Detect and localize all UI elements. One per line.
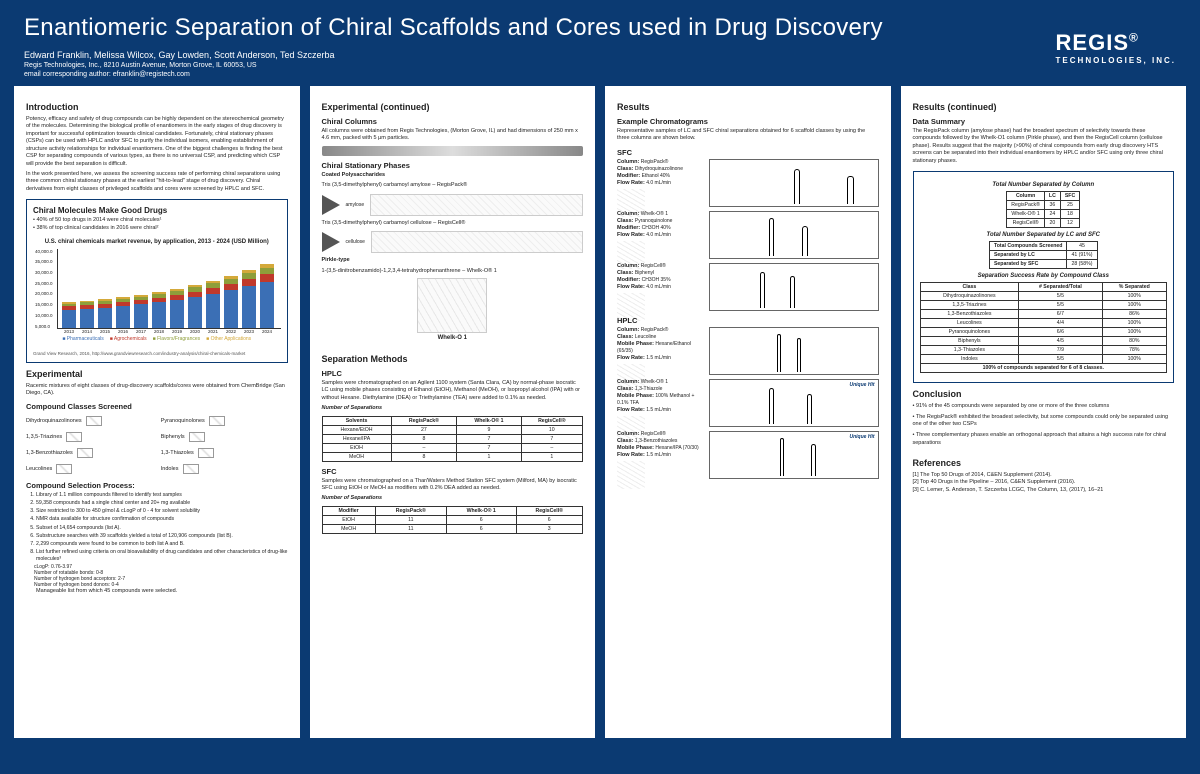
column-1: Introduction Potency, efficacy and safet…	[14, 86, 300, 738]
pirkle-heading: Pirkle-type	[322, 257, 584, 264]
csp2-label: Tris (3,5-dimethylphenyl) carbamoyl cell…	[322, 220, 584, 227]
coated-heading: Coated Polysaccharides	[322, 172, 584, 179]
market-box: Chiral Molecules Make Good Drugs 40% of …	[26, 199, 288, 362]
whelk-structure: Whelk-O 1	[322, 278, 584, 348]
content-area: Introduction Potency, efficacy and safet…	[0, 86, 1200, 752]
selection-end: Manageable list from which 45 compounds …	[26, 588, 288, 595]
t3-title: Separation Success Rate by Compound Clas…	[920, 273, 1168, 279]
t1-title: Total Number Separated by Column	[920, 182, 1168, 188]
intro-p1: Potency, efficacy and safety of drug com…	[26, 116, 288, 168]
references-heading: References	[913, 458, 1175, 468]
sep-methods-heading: Separation Methods	[322, 354, 584, 364]
chiral-columns-p: All columns were obtained from Regis Tec…	[322, 128, 584, 143]
selection-list: Library of 1.1 million compounds filtere…	[26, 492, 288, 562]
csp1-structure: amylose	[322, 193, 584, 217]
selection-sublist: cLogP: 0.76-3.97Number of rotatable bond…	[26, 564, 288, 588]
exp-p1: Racemic mixtures of eight classes of dru…	[26, 383, 288, 398]
csp-heading: Chiral Stationary Phases	[322, 161, 584, 170]
intro-p2: In the work presented here, we assess th…	[26, 171, 288, 193]
data-summary-h: Data Summary	[913, 117, 1175, 126]
column-2: Experimental (continued) Chiral Columns …	[310, 86, 596, 738]
sfc-separations-table: ModifierRegisPack®Whelk-O® 1RegisCell®Et…	[322, 506, 584, 534]
separated-by-lc-sfc-table: Total Compounds Screened45Separated by L…	[989, 241, 1098, 269]
hplc-separations-table: SolventsRegisPack®Whelk-O® 1RegisCell®He…	[322, 416, 584, 462]
results-heading: Results	[617, 102, 879, 112]
market-citation: Grand View Research, 2016, http://www.gr…	[33, 351, 281, 356]
csp2-structure: cellulose	[322, 230, 584, 254]
market-box-title: Chiral Molecules Make Good Drugs	[33, 206, 281, 215]
sfc-chromatograms: Column: RegisPack®Class: Dihydroquinazol…	[617, 159, 879, 311]
selection-heading: Compound Selection Process:	[26, 481, 288, 490]
chart-y-labels: 5,000.010,000.015,000.020,000.025,000.03…	[35, 249, 53, 329]
affiliation: Regis Technologies, Inc., 8210 Austin Av…	[24, 62, 1176, 69]
conclusion-heading: Conclusion	[913, 389, 1175, 399]
separated-by-column-table: ColumnLCSFCRegisPack®3625Whelk-O® 12418R…	[1006, 191, 1080, 228]
column-4: Results (continued) Data Summary The Reg…	[901, 86, 1187, 738]
hplc-heading: HPLC	[322, 369, 584, 378]
results-sfc-h: SFC	[617, 148, 879, 157]
compound-classes: DihydroquinazolinonesPyranoquinolones1,3…	[26, 414, 288, 476]
regis-logo: REGIS® TECHNOLOGIES, INC.	[1056, 30, 1176, 65]
csp1-label: Tris (3,5-dimethylphenyl) carbamoyl amyl…	[322, 182, 584, 189]
references-list: [1] The Top 50 Drugs of 2014, C&EN Suppl…	[913, 472, 1175, 495]
header: Enantiomeric Separation of Chiral Scaffo…	[0, 0, 1200, 86]
poster-title: Enantiomeric Separation of Chiral Scaffo…	[24, 14, 1176, 42]
success-rate-table: Class# Separated/Total% SeparatedDihydro…	[920, 282, 1168, 373]
summary-tables-box: Total Number Separated by Column ColumnL…	[913, 171, 1175, 383]
t2-title: Total Number Separated by LC and SFC	[920, 232, 1168, 238]
conclusion-list: 91% of the 45 compounds were separated b…	[913, 403, 1175, 447]
nsep-h1: Number of Separations	[322, 405, 584, 412]
results-cont-heading: Results (continued)	[913, 102, 1175, 112]
authors: Edward Franklin, Melissa Wilcox, Gay Low…	[24, 50, 1176, 60]
chart-bars	[57, 249, 281, 329]
sfc-p: Samples were chromatographed on a Thar/W…	[322, 478, 584, 493]
exp-cont-heading: Experimental (continued)	[322, 102, 584, 112]
column-3: Results Example Chromatograms Representa…	[605, 86, 891, 738]
hplc-chromatograms: Column: RegisPack®Class: LeucolineMobile…	[617, 327, 879, 479]
chart-legend: PharmaceuticalsAgrochemicalsFlavors/Frag…	[33, 336, 281, 342]
nsep-h2: Number of Separations	[322, 495, 584, 502]
market-bullets: 40% of 50 top drugs in 2014 were chiral …	[33, 217, 281, 232]
experimental-heading: Experimental	[26, 369, 288, 379]
data-summary-p: The RegisPack column (amylose phase) had…	[913, 128, 1175, 165]
example-chrom-h: Example Chromatograms	[617, 117, 879, 126]
corresponding-email: email corresponding author: efranklin@re…	[24, 71, 1176, 78]
classes-heading: Compound Classes Screened	[26, 402, 288, 411]
poster: Enantiomeric Separation of Chiral Scaffo…	[0, 0, 1200, 774]
hplc-p: Samples were chromatographed on an Agile…	[322, 380, 584, 402]
intro-heading: Introduction	[26, 102, 288, 112]
results-hplc-h: HPLC	[617, 316, 879, 325]
column-photo	[322, 146, 584, 156]
chiral-columns-h: Chiral Columns	[322, 117, 584, 126]
market-chart: U.S. chiral chemicals market revenue, by…	[33, 239, 281, 349]
example-chrom-p: Representative samples of LC and SFC chi…	[617, 128, 879, 143]
csp3-label: 1-(3,5-dinitrobenzamido)-1,2,3,4-tetrahy…	[322, 268, 584, 275]
chart-x-labels: 2013201420152016201720182019202020212022…	[57, 329, 281, 334]
sfc-heading: SFC	[322, 467, 584, 476]
